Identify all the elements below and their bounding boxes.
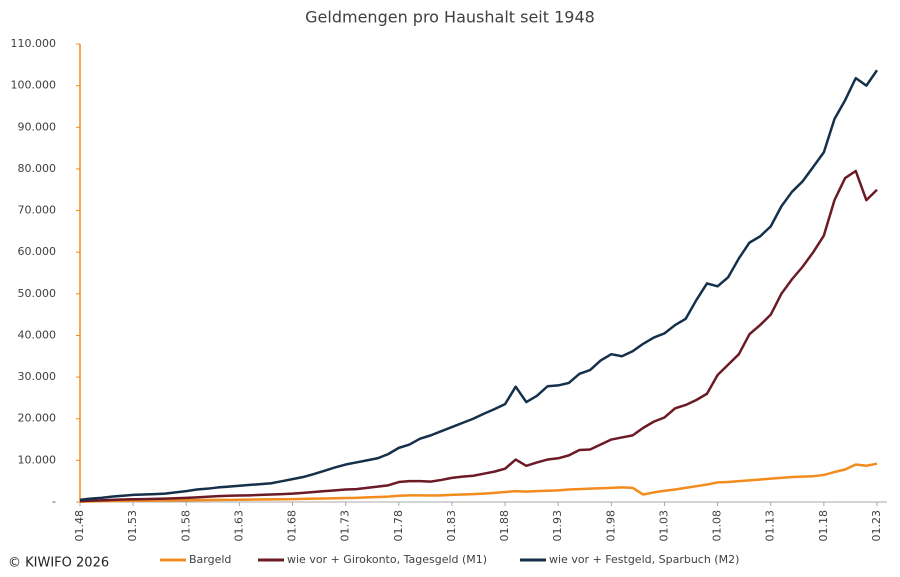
- legend-label: wie vor + Festgeld, Sparbuch (M2): [549, 553, 739, 566]
- y-tick-label: 70.000: [18, 204, 57, 217]
- x-tick-label: 01.73: [339, 510, 352, 542]
- y-tick-label: 20.000: [18, 412, 57, 425]
- y-tick-label: 80.000: [18, 162, 57, 175]
- x-tick-label: 01.13: [764, 510, 777, 542]
- x-tick-label: 01.48: [73, 510, 86, 542]
- chart-title: Geldmengen pro Haushalt seit 1948: [305, 8, 595, 27]
- x-tick-label: 01.63: [232, 510, 245, 542]
- x-tick-label: 01.98: [604, 510, 617, 542]
- legend-label: Bargeld: [189, 553, 231, 566]
- y-tick-label: 110.000: [11, 37, 57, 50]
- y-tick-label: 30.000: [18, 370, 57, 383]
- y-tick-label: 90.000: [18, 120, 57, 133]
- legend-label: wie vor + Girokonto, Tagesgeld (M1): [287, 553, 487, 566]
- x-tick-label: 01.23: [870, 510, 883, 542]
- x-tick-label: 01.08: [711, 510, 724, 542]
- y-tick-label: 10.000: [18, 453, 57, 466]
- x-tick-label: 01.78: [392, 510, 405, 542]
- y-tick-label: 40.000: [18, 328, 57, 341]
- y-tick-label: 100.000: [11, 79, 57, 92]
- x-tick-label: 01.58: [179, 510, 192, 542]
- x-tick-label: 01.03: [657, 510, 670, 542]
- x-tick-label: 01.68: [286, 510, 299, 542]
- copyright: © KIWIFO 2026: [8, 556, 109, 571]
- x-tick-label: 01.93: [551, 510, 564, 542]
- x-tick-label: 01.18: [817, 510, 830, 542]
- series-line: [79, 69, 879, 502]
- series-line: [79, 462, 878, 503]
- x-tick-label: 01.88: [498, 510, 511, 542]
- series-line: [79, 169, 878, 503]
- x-tick-label: 01.53: [126, 510, 139, 542]
- y-tick-label: -: [52, 495, 56, 508]
- y-tick-label: 60.000: [18, 245, 57, 258]
- x-tick-label: 01.83: [445, 510, 458, 542]
- y-tick-label: 50.000: [18, 287, 57, 300]
